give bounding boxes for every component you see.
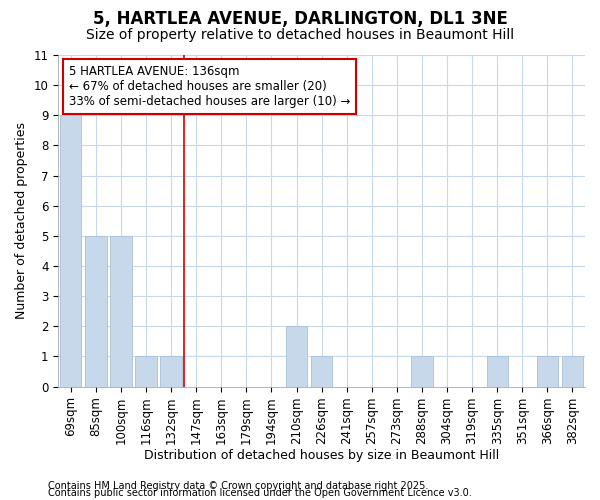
Bar — [311, 356, 332, 386]
Text: Size of property relative to detached houses in Beaumont Hill: Size of property relative to detached ho… — [86, 28, 514, 42]
Text: 5, HARTLEA AVENUE, DARLINGTON, DL1 3NE: 5, HARTLEA AVENUE, DARLINGTON, DL1 3NE — [92, 10, 508, 28]
Bar — [562, 356, 583, 386]
Bar — [160, 356, 182, 386]
Y-axis label: Number of detached properties: Number of detached properties — [15, 122, 28, 320]
Text: Contains HM Land Registry data © Crown copyright and database right 2025.: Contains HM Land Registry data © Crown c… — [48, 481, 428, 491]
Bar — [412, 356, 433, 386]
X-axis label: Distribution of detached houses by size in Beaumont Hill: Distribution of detached houses by size … — [144, 450, 499, 462]
Bar — [110, 236, 131, 386]
Bar — [85, 236, 107, 386]
Bar — [60, 116, 82, 386]
Text: 5 HARTLEA AVENUE: 136sqm
← 67% of detached houses are smaller (20)
33% of semi-d: 5 HARTLEA AVENUE: 136sqm ← 67% of detach… — [69, 65, 350, 108]
Bar — [286, 326, 307, 386]
Bar — [487, 356, 508, 386]
Bar — [537, 356, 558, 386]
Text: Contains public sector information licensed under the Open Government Licence v3: Contains public sector information licen… — [48, 488, 472, 498]
Bar — [136, 356, 157, 386]
